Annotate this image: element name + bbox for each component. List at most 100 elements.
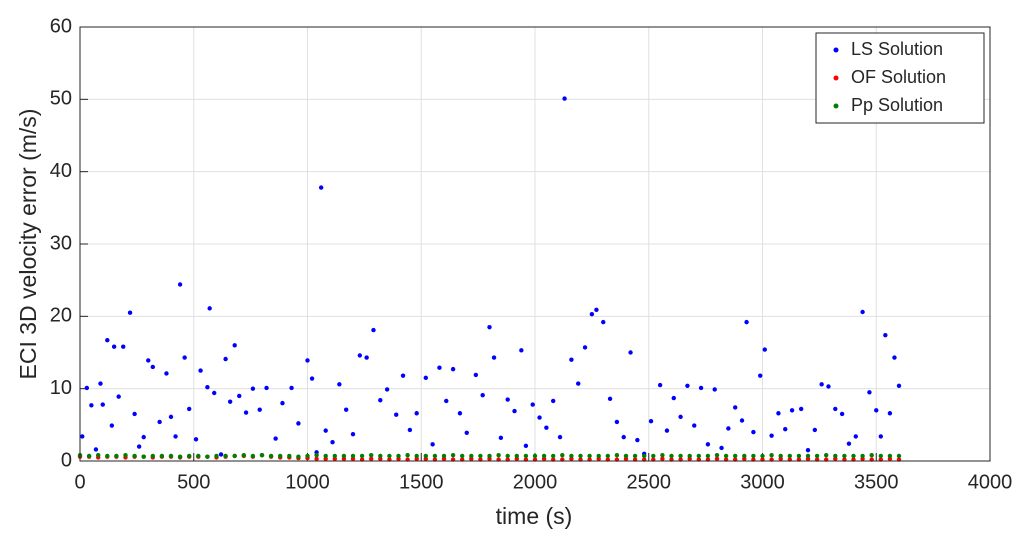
point [491,355,497,360]
point [205,385,210,390]
point [243,410,249,415]
point [364,355,369,360]
point [819,382,824,387]
point [250,386,256,391]
point [127,310,133,315]
point [712,387,717,392]
point [796,453,802,459]
point [783,426,788,432]
point [100,402,105,407]
point [450,453,456,458]
x-tick-label: 0 [74,471,85,493]
legend-marker [833,103,839,109]
point [714,456,720,462]
point [305,453,310,459]
point [498,435,504,441]
point [883,332,888,338]
point [733,405,738,410]
point [642,453,647,459]
point [196,453,201,459]
point [378,453,383,459]
point [114,453,119,459]
point [739,418,745,423]
x-tick-label: 3500 [854,471,899,493]
point [692,423,697,428]
point [569,453,574,459]
point [596,453,601,459]
point [182,355,187,360]
point [530,402,535,407]
point [860,309,865,315]
point [812,427,818,433]
point [232,453,237,459]
point [846,441,852,446]
x-tick-label: 2500 [627,471,672,493]
point [432,453,438,459]
point [96,453,101,458]
point [842,453,847,459]
point [359,453,365,459]
point [116,394,121,399]
point [635,437,640,443]
point [733,453,738,459]
point [159,453,165,459]
point [89,403,94,408]
point [569,357,574,362]
point [250,453,256,459]
point [132,453,137,459]
legend-marker [833,47,839,53]
point [532,453,538,459]
point [623,453,629,459]
point [833,406,838,412]
point [826,384,831,389]
point [430,442,435,447]
point [105,453,110,459]
point [93,447,99,452]
point [350,453,356,459]
point [332,453,337,459]
point [664,428,670,433]
point [168,453,174,459]
point [537,415,542,420]
point [660,456,665,462]
point [878,453,883,459]
legend-marker [833,75,839,81]
point [628,350,633,355]
y-tick-label: 40 [50,160,72,182]
point [714,453,720,458]
point [651,453,656,459]
point [776,411,781,416]
point [657,382,663,388]
point [541,453,547,459]
point [444,398,449,404]
point [523,443,529,449]
point [150,453,155,459]
point [241,453,246,458]
y-tick-label: 0 [61,449,72,471]
y-axis-label: ECI 3D velocity error (m/s) [15,109,41,380]
point [469,453,474,459]
x-tick-label: 4000 [968,471,1013,493]
point [405,453,410,458]
point [309,376,315,381]
point [789,408,795,413]
point [173,434,178,439]
point [874,408,879,413]
point [407,427,413,433]
point [214,453,219,459]
y-tick-label: 50 [50,88,72,110]
point [105,338,110,343]
point [560,453,565,458]
y-tick-label: 30 [50,232,72,254]
point [414,453,419,459]
point [187,406,192,412]
point [132,411,137,417]
point [514,453,519,459]
point [607,396,613,401]
point [648,419,654,424]
point [892,355,897,360]
point [562,96,567,101]
point [678,414,683,420]
point [582,345,588,350]
point [287,453,292,459]
